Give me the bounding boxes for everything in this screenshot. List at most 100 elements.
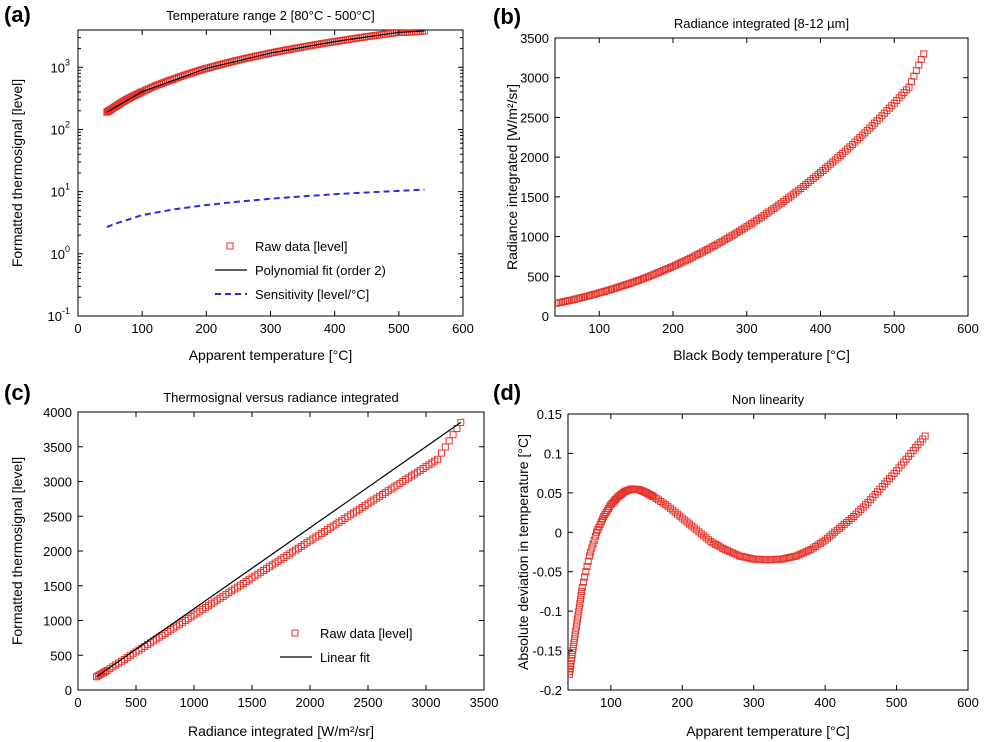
- data-point: [863, 126, 871, 134]
- data-point: [649, 271, 657, 279]
- data-point: [627, 279, 635, 287]
- data-point: [824, 162, 832, 170]
- data-point: [662, 501, 670, 509]
- data-point: [831, 528, 839, 536]
- data-point: [666, 504, 674, 512]
- data-point: [804, 179, 812, 187]
- data-point: [690, 524, 698, 532]
- data-point: [593, 290, 601, 298]
- data-point: [783, 554, 791, 562]
- data-point: [642, 274, 650, 282]
- data-point: [601, 511, 609, 519]
- data-point: [728, 549, 736, 557]
- x-tick-label: 300: [743, 695, 765, 710]
- data-point: [726, 548, 734, 556]
- legend-label: Polynomial fit (order 2): [255, 263, 386, 278]
- data-point: [793, 552, 801, 560]
- legend-marker: [226, 242, 234, 250]
- data-point: [600, 513, 608, 521]
- data-point: [821, 536, 829, 544]
- data-point: [920, 50, 928, 58]
- x-tick-label: 1000: [180, 695, 209, 710]
- data-point: [775, 201, 783, 209]
- y-axis-label: Absolute deviation in temperature [°C]: [515, 434, 531, 670]
- x-tick-label: 1500: [238, 695, 267, 710]
- data-point: [788, 553, 796, 561]
- data-point: [738, 552, 746, 560]
- chart-panel-0: (a) Temperature range 2 [80°C - 500°C] 0 10…: [4, 2, 474, 363]
- y-tick-label: -0.05: [532, 565, 562, 580]
- data-point: [568, 651, 576, 659]
- chart-panel-2: (c) Thermosignal versus radiance integrat…: [4, 380, 498, 739]
- y-tick-label: 10-1: [48, 306, 70, 324]
- data-point: [568, 296, 576, 304]
- x-tick-label: 3000: [412, 695, 441, 710]
- data-point: [569, 643, 577, 651]
- x-tick-label: 200: [195, 321, 217, 336]
- data-point: [833, 526, 841, 534]
- data-point: [868, 122, 876, 130]
- data-point: [814, 171, 822, 179]
- data-point: [826, 160, 834, 168]
- panel-letter: (a): [4, 2, 31, 27]
- y-tick-label: 1000: [43, 614, 72, 629]
- data-point: [857, 505, 865, 513]
- series-line: [106, 30, 425, 113]
- data-point: [695, 528, 703, 536]
- data-point: [590, 290, 598, 298]
- legend-label: Sensitivity [level/°C]: [255, 287, 369, 302]
- y-tick-label: 1000: [520, 230, 549, 245]
- y-tick-label: 0: [555, 525, 562, 540]
- data-point: [608, 285, 616, 293]
- y-tick-label: 0.15: [537, 407, 562, 422]
- data-point: [579, 578, 587, 586]
- data-point: [625, 280, 633, 288]
- data-point: [566, 297, 574, 305]
- y-tick-label: 3500: [43, 440, 72, 455]
- data-point: [743, 554, 751, 562]
- y-tick-label: 2500: [520, 110, 549, 125]
- data-point: [635, 276, 643, 284]
- data-point: [724, 547, 732, 555]
- x-tick-label: 300: [736, 321, 758, 336]
- data-point: [583, 562, 591, 570]
- data-point: [697, 530, 705, 538]
- data-point: [669, 262, 677, 270]
- series-group: [93, 418, 465, 681]
- data-point: [688, 522, 696, 530]
- data-point: [807, 177, 815, 185]
- data-point: [802, 548, 810, 556]
- data-point: [620, 281, 628, 289]
- y-tick-label: 2000: [520, 150, 549, 165]
- series-group: [555, 50, 928, 307]
- data-point: [570, 639, 578, 647]
- data-point: [662, 266, 670, 274]
- y-tick-label: 1500: [43, 579, 72, 594]
- data-point: [785, 194, 793, 202]
- data-point: [602, 509, 610, 517]
- data-point: [693, 526, 701, 534]
- x-tick-label: 400: [810, 321, 832, 336]
- y-tick-label: 0.05: [537, 486, 562, 501]
- data-point: [799, 182, 807, 190]
- data-point: [676, 512, 684, 520]
- data-point: [573, 295, 581, 303]
- chart-title: Non linearity: [732, 392, 805, 407]
- data-point: [777, 199, 785, 207]
- data-point: [584, 557, 592, 565]
- plot-frame: [567, 413, 969, 691]
- y-tick-label: 2500: [43, 509, 72, 524]
- data-point: [590, 536, 598, 544]
- data-point: [873, 117, 881, 125]
- data-point: [859, 503, 867, 511]
- data-point: [437, 449, 445, 457]
- y-tick-label: -0.15: [532, 644, 562, 659]
- data-point: [819, 167, 827, 175]
- data-point: [821, 164, 829, 172]
- data-point: [674, 510, 682, 518]
- data-point: [603, 287, 611, 295]
- data-point: [826, 532, 834, 540]
- data-point: [622, 281, 630, 289]
- data-point: [797, 550, 805, 558]
- data-point: [681, 257, 689, 265]
